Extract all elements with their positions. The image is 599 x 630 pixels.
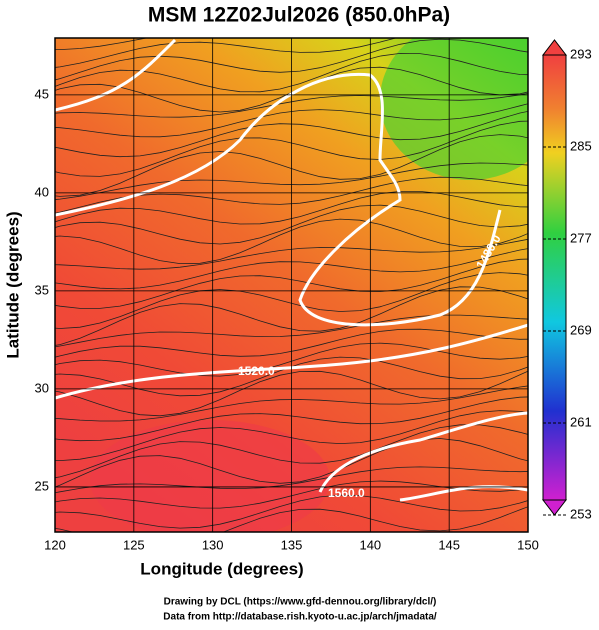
- contour-label: 1560.0: [328, 486, 365, 500]
- streamline: [55, 272, 528, 329]
- y-tick-label: 35: [35, 282, 49, 297]
- streamline: [55, 120, 528, 177]
- streamline: [55, 342, 528, 377]
- y-axis-label: Latitude (degrees): [3, 211, 22, 358]
- y-tick-label: 45: [35, 86, 49, 101]
- streamline: [55, 103, 528, 138]
- streamline: [55, 248, 528, 290]
- y-tick-label: 40: [35, 184, 49, 199]
- streamline: [55, 286, 528, 346]
- contour: [399, 485, 528, 502]
- streamlines: [55, 38, 528, 532]
- x-tick-label: 140: [359, 537, 381, 552]
- streamline: [55, 396, 528, 442]
- streamline: [55, 38, 528, 81]
- x-tick-label: 150: [517, 537, 539, 552]
- streamline: [55, 38, 149, 51]
- contour: [55, 323, 528, 400]
- streamline: [55, 356, 528, 397]
- streamline: [55, 328, 528, 358]
- colorbar-tick-label: 261: [570, 414, 592, 429]
- x-tick-label: 130: [202, 537, 224, 552]
- streamline: [55, 385, 528, 422]
- streamline: [55, 110, 528, 158]
- streamline: [55, 506, 528, 532]
- footer: Drawing by DCL (https://www.gfd-dennou.o…: [164, 597, 437, 608]
- footer: Data from http://database.rish.kyoto-u.a…: [163, 612, 437, 623]
- streamline: [55, 480, 528, 509]
- colorbar-tick-label: 285: [570, 138, 592, 153]
- streamline: [55, 191, 528, 225]
- streamline: [55, 134, 528, 197]
- streamline: [55, 494, 528, 529]
- contour: [55, 72, 502, 327]
- contour: [318, 411, 528, 493]
- y-tick-label: 25: [35, 478, 49, 493]
- streamline: [55, 238, 528, 270]
- x-tick-label: 135: [281, 537, 303, 552]
- map-field: [55, 38, 528, 532]
- warm-region: [90, 420, 330, 532]
- colorbar-tick-label: 269: [570, 322, 592, 337]
- streamline: [55, 176, 528, 214]
- streamline: [55, 66, 528, 113]
- x-tick-label: 125: [123, 537, 145, 552]
- y-tick-label: 30: [35, 380, 49, 395]
- colorbar: [542, 54, 567, 501]
- streamline: [55, 410, 528, 462]
- streamline: [55, 466, 528, 494]
- x-tick-label: 120: [44, 537, 66, 552]
- plot-frame: [54, 37, 529, 533]
- streamline: [55, 258, 528, 309]
- colorbar-cap: [541, 499, 568, 516]
- colorbar-tick-label: 293: [570, 46, 592, 61]
- colorbar-tick-label: 253: [570, 506, 592, 521]
- contour-label: 1520.0: [238, 364, 275, 378]
- streamline: [55, 438, 528, 488]
- streamline: [55, 92, 528, 118]
- streamline: [55, 52, 528, 93]
- colorbar-cap: [541, 39, 568, 56]
- streamline: [55, 162, 528, 200]
- streamline: [55, 38, 398, 68]
- streamline: [55, 204, 528, 245]
- streamline: [55, 314, 528, 348]
- streamline: [55, 370, 528, 417]
- colorbar-tick-label: 277: [570, 230, 592, 245]
- streamline: [55, 218, 528, 265]
- title: MSM 12Z02Jul2026 (850.0hPa): [148, 4, 450, 27]
- x-axis-label: Longitude (degrees): [140, 559, 303, 578]
- x-tick-label: 145: [438, 537, 460, 552]
- streamline: [55, 424, 528, 479]
- contour: [55, 38, 177, 112]
